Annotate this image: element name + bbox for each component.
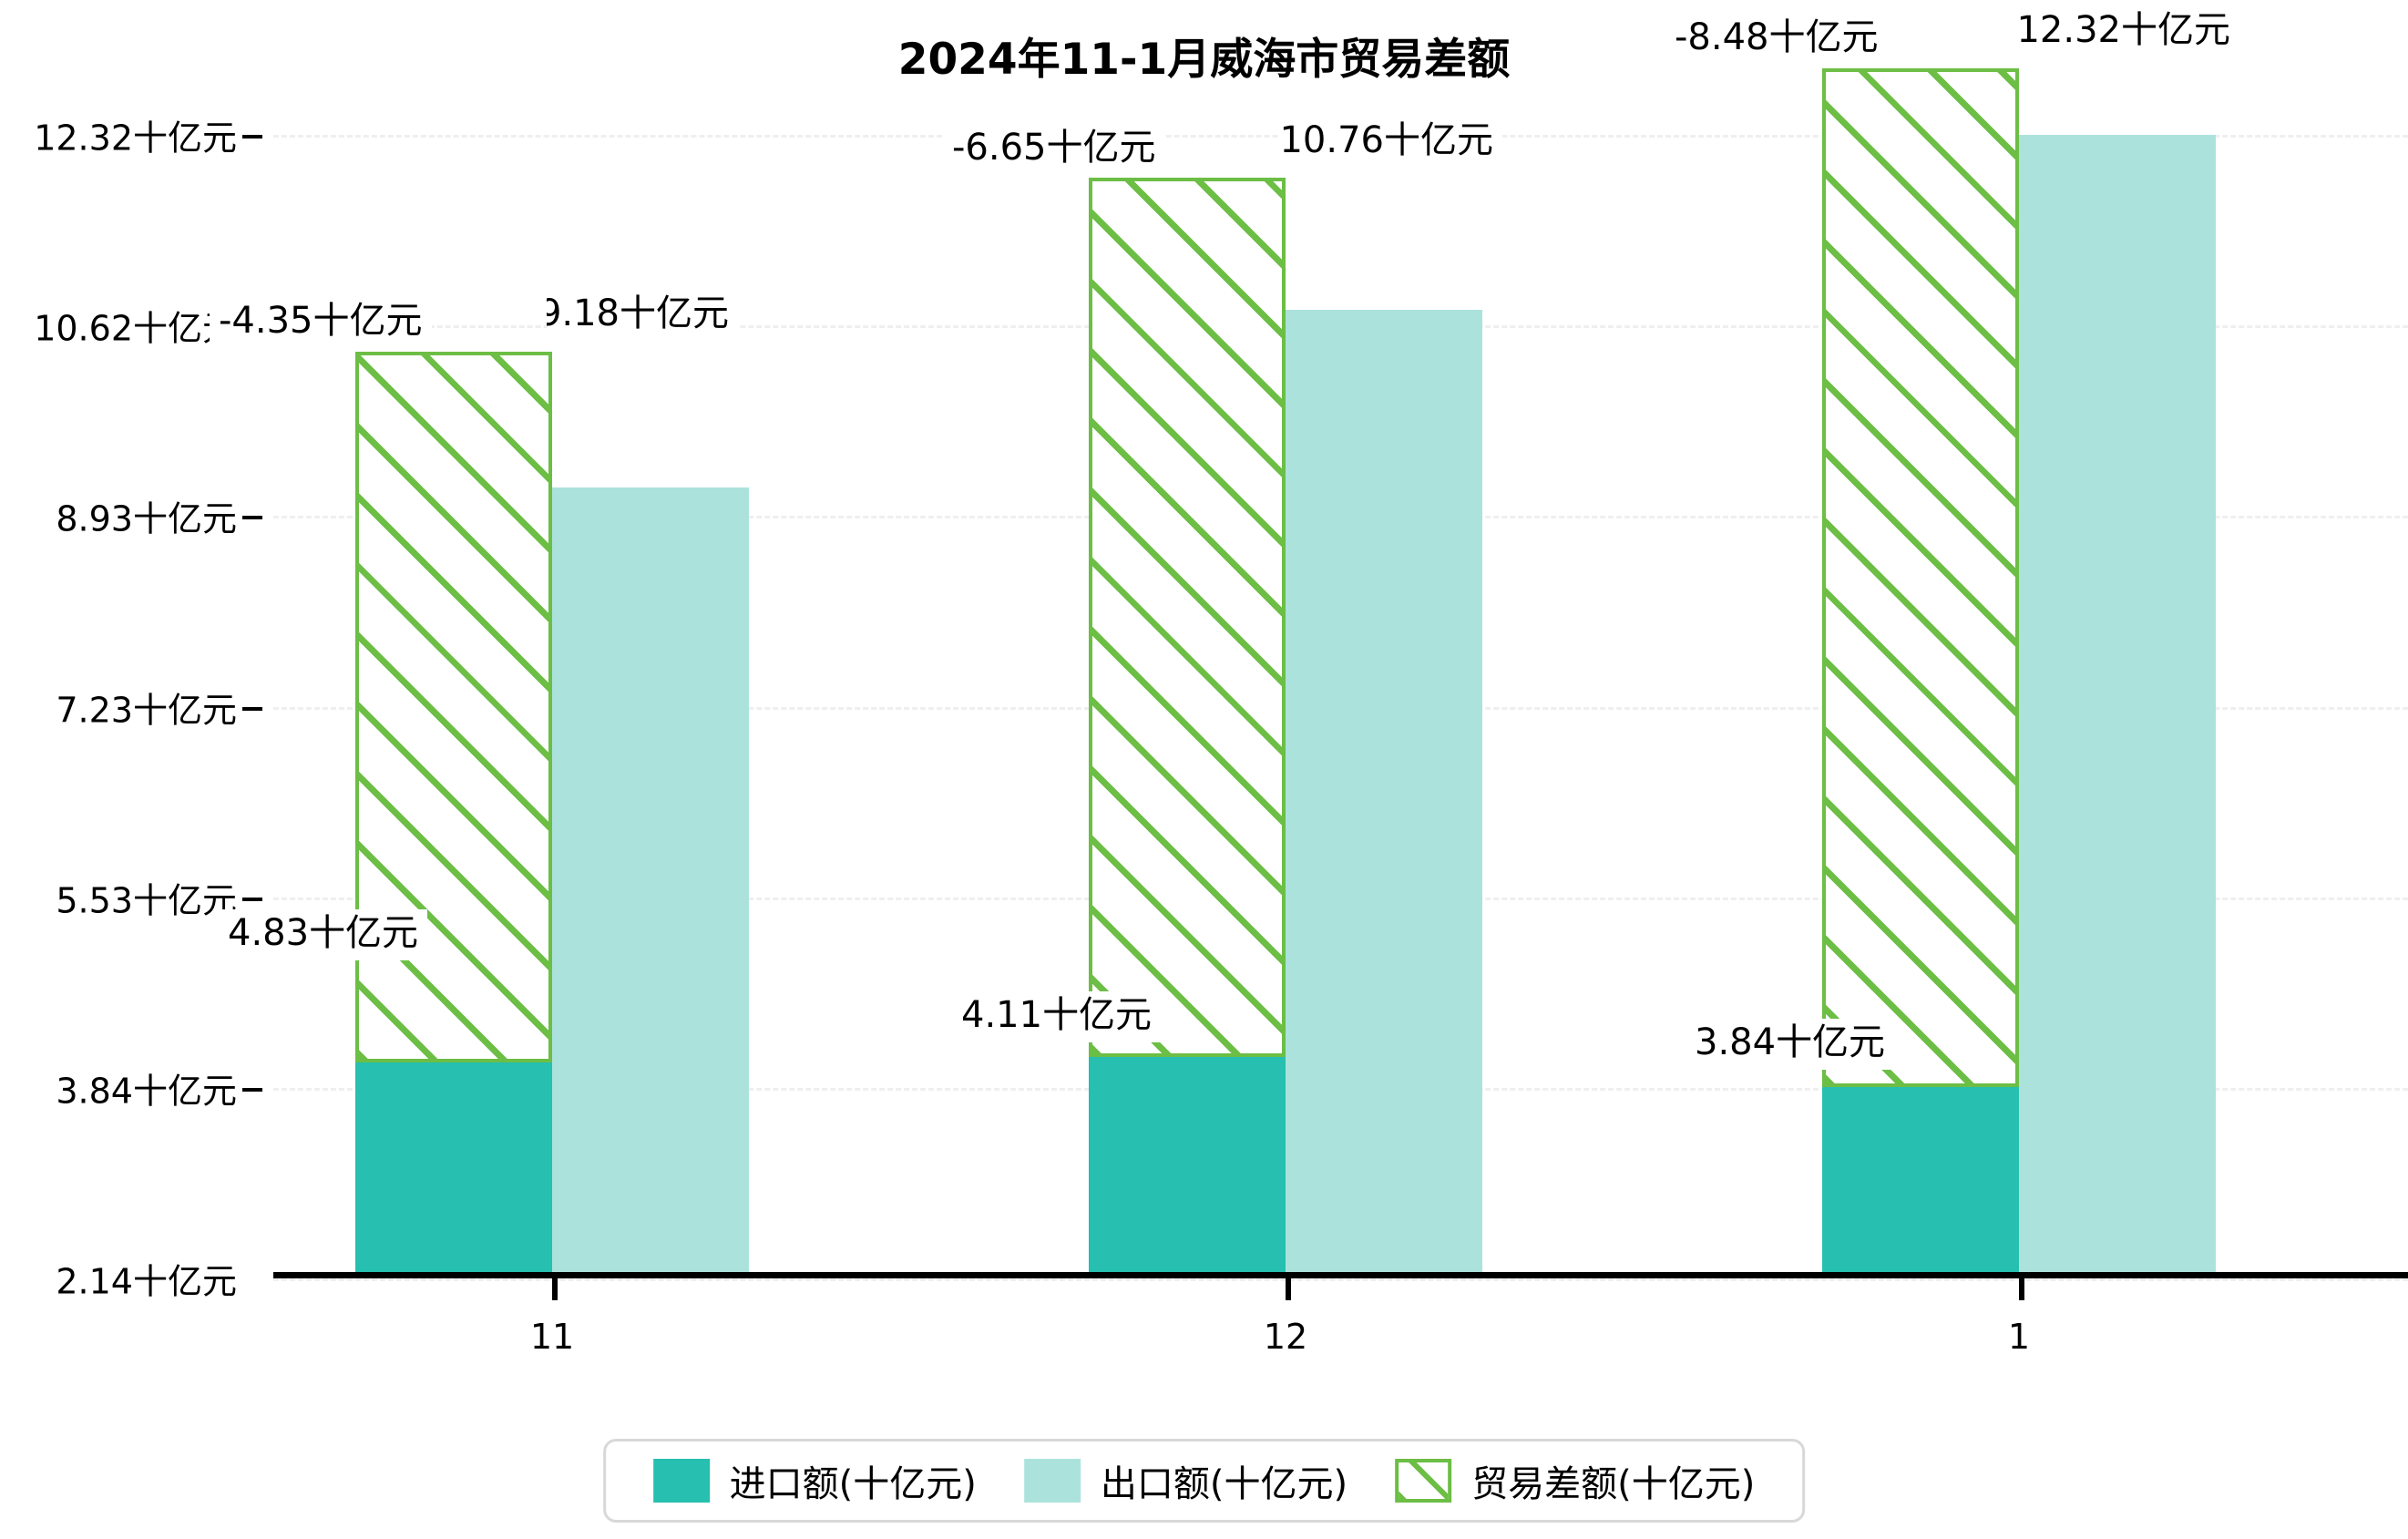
y-tick-label: 3.84十亿元 bbox=[56, 1071, 237, 1112]
y-tick-mark bbox=[242, 898, 262, 901]
data-label-export-clip: 12.32十亿元 bbox=[2013, 6, 2239, 74]
bar-trade-balance[interactable] bbox=[1822, 68, 2019, 1087]
trade-balance-swatch-icon bbox=[1395, 1459, 1452, 1503]
import-swatch-icon bbox=[652, 1459, 710, 1503]
bar-import[interactable] bbox=[1822, 1087, 2019, 1278]
y-tick-label: 12.32十亿元 bbox=[34, 118, 237, 159]
legend-label-export: 出口额(十亿元) bbox=[1100, 1463, 1348, 1505]
y-tick-mark bbox=[242, 1088, 262, 1092]
data-label-trade-balance: -6.65十亿元 bbox=[943, 124, 1165, 175]
export-swatch-icon bbox=[1023, 1459, 1081, 1503]
data-label-import: 4.11十亿元 bbox=[952, 991, 1162, 1042]
x-tick-mark bbox=[2019, 1278, 2024, 1300]
bar-trade-balance[interactable] bbox=[355, 352, 552, 1062]
legend: 进口额(十亿元) 出口额(十亿元) 贸易差额(十亿元) bbox=[602, 1439, 1806, 1523]
x-tick-label: 12 bbox=[1263, 1317, 1308, 1357]
y-tick-label: 10.62十亿元 bbox=[34, 308, 237, 349]
legend-label-trade-balance: 贸易差额(十亿元) bbox=[1471, 1463, 1756, 1505]
plot-area: 2.14十亿元 3.84十亿元 5.53十亿元 7.23十亿元 8.93十亿元 … bbox=[34, 6, 2408, 1357]
bar-import[interactable] bbox=[1089, 1057, 1286, 1278]
bar-export[interactable] bbox=[552, 487, 749, 1278]
data-label-import: 3.84十亿元 bbox=[1686, 1019, 1895, 1070]
y-tick-label: 5.53十亿元 bbox=[56, 880, 237, 921]
data-label-export-clip: 10.76十亿元 bbox=[1280, 117, 1502, 184]
bar-export[interactable] bbox=[1286, 310, 1482, 1278]
x-tick-mark bbox=[1286, 1278, 1291, 1300]
y-tick-mark bbox=[242, 516, 262, 519]
data-label-export-clip: 9.18十亿元 bbox=[547, 290, 738, 357]
data-label-import: 4.83十亿元 bbox=[219, 909, 428, 960]
legend-item-export[interactable]: 出口额(十亿元) bbox=[1023, 1454, 1348, 1507]
legend-item-trade-balance[interactable]: 贸易差额(十亿元) bbox=[1395, 1454, 1755, 1507]
y-tick-label: 2.14十亿元 bbox=[56, 1261, 237, 1302]
y-tick-mark bbox=[242, 707, 262, 711]
legend-item-import[interactable]: 进口额(十亿元) bbox=[652, 1454, 977, 1507]
gridline bbox=[273, 1278, 2408, 1281]
y-tick-label: 7.23十亿元 bbox=[56, 690, 237, 731]
legend-label-import: 进口额(十亿元) bbox=[729, 1463, 977, 1505]
x-tick-label: 1 bbox=[2007, 1317, 2031, 1357]
bar-export[interactable] bbox=[2019, 135, 2216, 1278]
data-label-export: 10.76十亿元 bbox=[1280, 117, 1502, 168]
data-label-export: 9.18十亿元 bbox=[547, 290, 738, 341]
data-label-export: 12.32十亿元 bbox=[2013, 6, 2239, 57]
y-tick-mark bbox=[242, 135, 262, 139]
x-tick-mark bbox=[552, 1278, 558, 1300]
y-tick-label: 8.93十亿元 bbox=[56, 498, 237, 539]
page-title: 2024年11-1月威海市贸易差额 bbox=[897, 35, 1511, 85]
x-axis-line bbox=[273, 1272, 2408, 1278]
data-label-trade-balance: -8.48十亿元 bbox=[1665, 14, 1888, 65]
data-label-trade-balance: -4.35十亿元 bbox=[210, 297, 432, 348]
x-tick-label: 11 bbox=[529, 1317, 575, 1357]
bar-trade-balance[interactable] bbox=[1089, 178, 1286, 1057]
